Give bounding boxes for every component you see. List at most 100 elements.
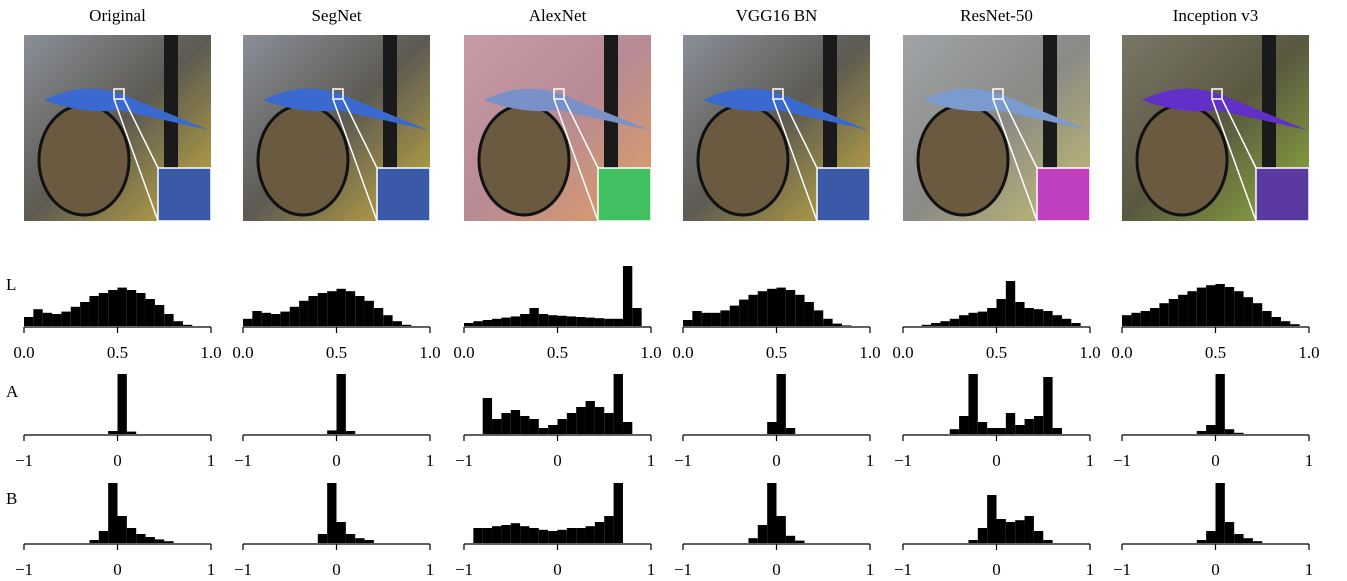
zoom-line: [123, 98, 159, 169]
zoom-inset: [816, 167, 871, 222]
x-tick-label: 1.0: [200, 343, 221, 362]
histogram-bar: [364, 300, 374, 326]
x-tick-label: 1: [426, 560, 435, 579]
histogram-bar: [355, 538, 365, 543]
zoom-line: [553, 98, 599, 222]
histogram-bar: [949, 318, 960, 326]
x-tick-label: 0.0: [892, 343, 913, 362]
x-tick-label: 1: [426, 451, 435, 470]
histogram-bar: [785, 290, 796, 326]
x-tick-label: −1: [1113, 560, 1131, 579]
zoom-inset: [157, 167, 212, 222]
histogram-bar: [594, 407, 605, 434]
histogram-bar: [996, 299, 1006, 326]
histogram-bar: [108, 483, 118, 543]
histogram-bar: [89, 540, 99, 543]
histogram-bar: [585, 526, 595, 543]
x-tick-label: −1: [674, 560, 692, 579]
histogram-bar: [585, 317, 595, 326]
zoom-inset: [376, 167, 431, 222]
histogram-bar: [182, 324, 193, 326]
histogram-bar: [1234, 534, 1244, 543]
histogram-bar: [145, 299, 155, 326]
histogram-bar: [1271, 317, 1281, 326]
zoom-line: [1002, 98, 1038, 169]
x-tick-label: 1.0: [1079, 343, 1100, 362]
zoom-inset: [1036, 167, 1091, 222]
x-tick-label: 1: [1086, 451, 1095, 470]
histogram-bar: [538, 314, 549, 326]
histogram-bar: [1243, 538, 1253, 543]
x-tick-label: −1: [1113, 451, 1131, 470]
histogram-bar: [968, 540, 978, 543]
histogram-bar: [576, 528, 586, 543]
histogram-bar: [1005, 281, 1016, 326]
x-tick-label: 0: [992, 560, 1001, 579]
x-tick-label: 1: [1305, 451, 1314, 470]
histogram-bar: [510, 523, 521, 543]
histogram-bar: [473, 321, 483, 326]
x-tick-label: 0: [553, 451, 562, 470]
histogram-bar: [1280, 321, 1291, 326]
histogram-bar: [622, 422, 633, 434]
histogram-bar: [529, 308, 539, 326]
histogram-bar: [136, 534, 146, 543]
column-title: AlexNet: [529, 6, 587, 25]
histogram-bar: [482, 528, 493, 543]
histogram-bar: [959, 416, 969, 434]
x-tick-label: −1: [894, 560, 912, 579]
histogram-bar: [473, 528, 483, 543]
histogram-bar: [510, 410, 521, 434]
histogram-bar: [748, 294, 758, 326]
histogram-bar: [613, 483, 623, 543]
histogram-bar: [299, 300, 309, 326]
zoom-line: [563, 98, 599, 169]
x-tick-label: 0: [553, 560, 562, 579]
histogram-bar: [24, 317, 34, 326]
x-tick-label: −1: [234, 560, 252, 579]
histogram-bar: [529, 419, 539, 434]
column-title: SegNet: [311, 6, 361, 25]
histogram-bar: [1015, 520, 1025, 543]
histogram-bar: [1224, 429, 1235, 434]
histogram-bar: [968, 374, 978, 434]
histogram-bar: [767, 422, 777, 434]
histogram-bar: [701, 312, 712, 326]
histogram-bar: [823, 318, 833, 326]
x-tick-label: 0.5: [326, 343, 347, 362]
histogram-bar: [1243, 297, 1253, 326]
histogram-bar: [1215, 483, 1225, 543]
zoom-line: [992, 98, 1038, 222]
histogram-bar: [327, 291, 337, 326]
histogram-bar: [355, 296, 365, 326]
x-tick-label: −1: [234, 451, 252, 470]
zoom-line: [113, 98, 159, 222]
histogram-bar: [757, 291, 768, 326]
image-panel: [243, 35, 431, 222]
histogram-bar: [492, 526, 502, 543]
bird: [44, 88, 209, 130]
histogram-bar: [1033, 531, 1044, 543]
histogram-bar: [61, 311, 71, 326]
histogram-bar: [392, 321, 402, 326]
histogram-bar: [136, 293, 146, 326]
histogram-bar: [280, 311, 290, 326]
x-tick-label: 1: [866, 560, 875, 579]
row-label: L: [6, 275, 16, 294]
histogram-bar: [126, 528, 137, 543]
x-tick-label: 0.5: [547, 343, 568, 362]
histogram-bar: [576, 407, 586, 434]
x-tick-label: 1: [207, 451, 216, 470]
histogram-bar: [492, 318, 502, 326]
x-tick-label: 0.0: [13, 343, 34, 362]
histogram-bar: [557, 419, 567, 434]
histogram-bar: [1196, 540, 1207, 543]
zoom-line: [782, 98, 818, 169]
histogram-bar: [1150, 308, 1160, 326]
histogram-bar: [548, 315, 558, 326]
histogram-bar: [364, 540, 374, 543]
x-tick-label: 0: [113, 451, 122, 470]
histogram-bar: [1178, 294, 1188, 326]
histogram-bar: [996, 428, 1006, 434]
histogram-bar: [538, 529, 549, 543]
